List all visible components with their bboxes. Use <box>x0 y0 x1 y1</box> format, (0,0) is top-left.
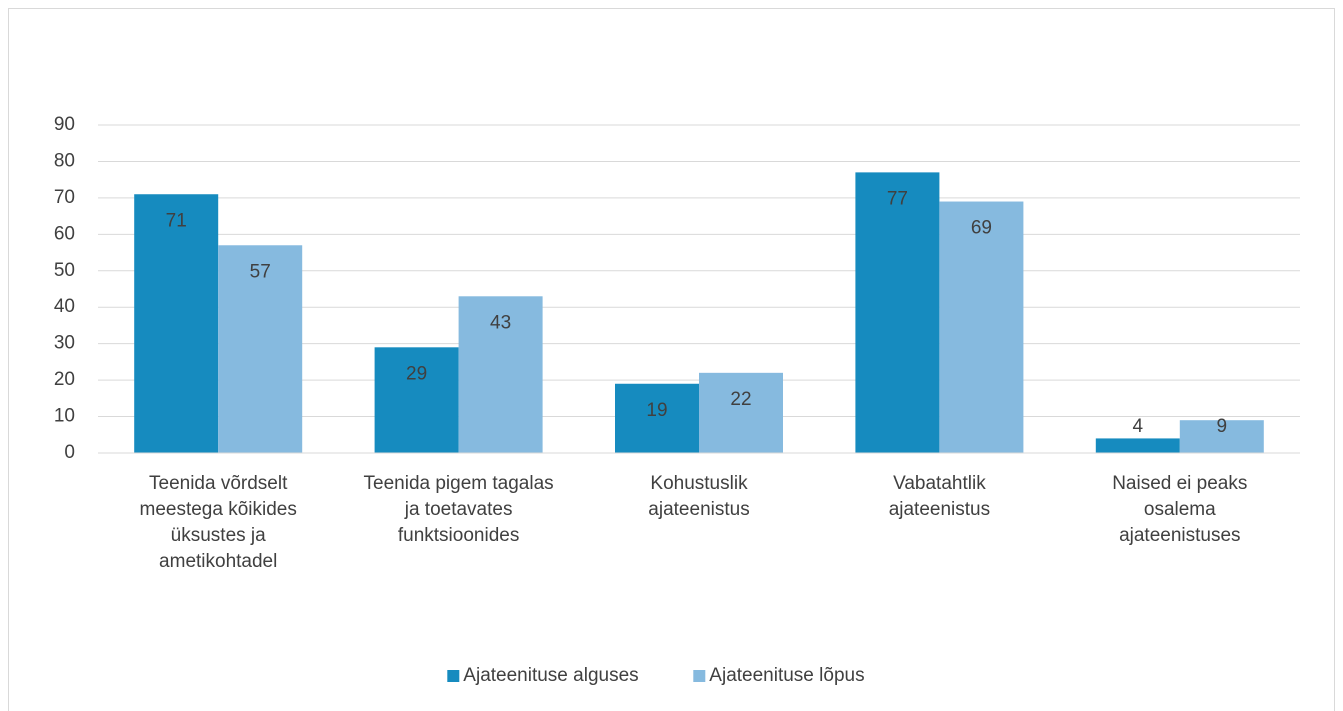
data-label: 77 <box>887 188 908 209</box>
y-tick-label: 30 <box>54 333 75 354</box>
y-tick-label: 50 <box>54 260 75 281</box>
x-tick-label: Teenida võrdselt meestega kõikides üksuste… <box>140 473 297 572</box>
data-label: 4 <box>1133 416 1144 437</box>
legend-label: Ajateenituse lõpus <box>709 665 864 686</box>
bar <box>134 194 219 453</box>
legend-swatch <box>447 670 460 682</box>
data-label: 19 <box>646 400 667 421</box>
y-tick-label: 80 <box>54 150 75 171</box>
x-tick-label: Vabatahtlik ajateenistus <box>889 473 990 520</box>
x-tick-label: Teenida pigem tagalas ja toetavates funkts… <box>364 473 554 546</box>
y-tick-label: 10 <box>54 406 75 427</box>
x-tick-label: Naised ei peaks osalema ajateenistuses <box>1112 473 1247 546</box>
y-tick-label: 90 <box>54 114 75 135</box>
bar <box>855 172 940 453</box>
y-tick-label: 60 <box>54 223 75 244</box>
x-tick-label: Kohustuslik ajateenistus <box>648 473 749 520</box>
bar <box>218 245 303 453</box>
bar <box>374 347 459 453</box>
bar <box>939 201 1024 453</box>
y-tick-label: 70 <box>54 187 75 208</box>
y-tick-label: 0 <box>64 442 75 463</box>
bar <box>458 296 543 453</box>
data-label: 71 <box>166 210 187 231</box>
bar <box>1179 420 1264 453</box>
data-label: 69 <box>971 218 992 239</box>
bar <box>1095 438 1180 453</box>
bar <box>615 383 699 453</box>
y-tick-label: 40 <box>54 296 75 317</box>
data-label: 57 <box>250 261 271 282</box>
legend-swatch <box>693 670 706 682</box>
data-label: 22 <box>730 389 751 410</box>
y-tick-label: 20 <box>54 369 75 390</box>
data-label: 43 <box>490 312 511 333</box>
legend-label: Ajateenituse alguses <box>463 665 638 686</box>
bar <box>699 372 783 453</box>
data-label: 9 <box>1217 416 1228 437</box>
data-label: 29 <box>406 363 427 384</box>
